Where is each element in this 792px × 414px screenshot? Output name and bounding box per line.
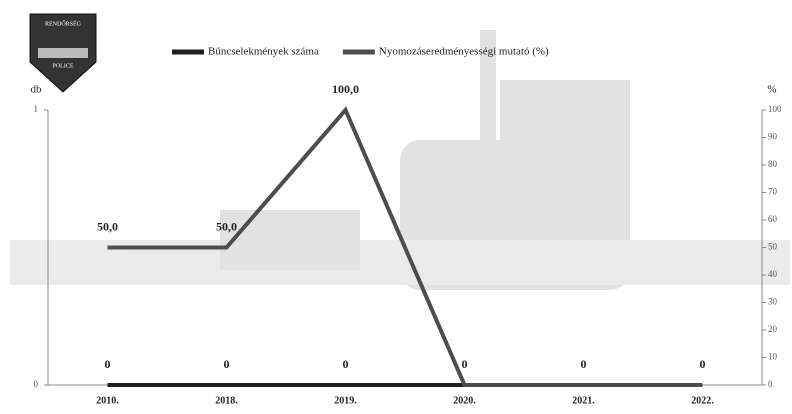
x-tick-label: 2021. (572, 395, 595, 406)
logo-text: RENDŐRSÉG (45, 19, 82, 27)
x-tick-label: 2010. (96, 395, 119, 406)
data-label: 0 (462, 357, 468, 371)
y2-tick-label: 50 (768, 242, 778, 252)
y-tick-label: 0 (34, 379, 39, 389)
data-label: 0 (343, 357, 349, 371)
data-label: 0 (700, 357, 706, 371)
logo: RENDŐRSÉG POLICE (29, 13, 97, 93)
y2-tick-label: 0 (768, 379, 773, 389)
data-label: 0 (105, 357, 111, 371)
y2-tick-label: 10 (768, 352, 778, 362)
y2-axis-label: % (767, 84, 776, 96)
data-label: 0 (224, 357, 230, 371)
legend-label: Bűncselekmények száma (208, 46, 319, 58)
data-label: 0 (581, 357, 587, 371)
x-tick-label: 2018. (215, 395, 238, 406)
y2-tick-label: 80 (768, 159, 778, 169)
x-tick-label: 2019. (334, 395, 357, 406)
data-label: 50,0 (216, 219, 237, 233)
data-label: 100,0 (332, 82, 359, 96)
y2-tick-label: 40 (768, 269, 778, 279)
logo-text: POLICE (53, 63, 74, 69)
y-axis-label: db (31, 84, 43, 96)
legend-label: Nyomozáseredményességi mutató (%) (379, 46, 549, 58)
y2-tick-label: 20 (768, 324, 778, 334)
y2-tick-label: 60 (768, 214, 778, 224)
y2-tick-label: 100 (768, 104, 782, 114)
data-label: 50,0 (97, 219, 118, 233)
series-line (107, 106, 703, 387)
y-tick-label: 1 (34, 104, 39, 114)
x-tick-label: 2022. (691, 395, 714, 406)
x-tick-label: 2020. (453, 395, 476, 406)
y2-tick-label: 90 (768, 132, 778, 142)
background-photo (10, 30, 790, 290)
y2-tick-label: 70 (768, 187, 778, 197)
y2-tick-label: 30 (768, 297, 778, 307)
